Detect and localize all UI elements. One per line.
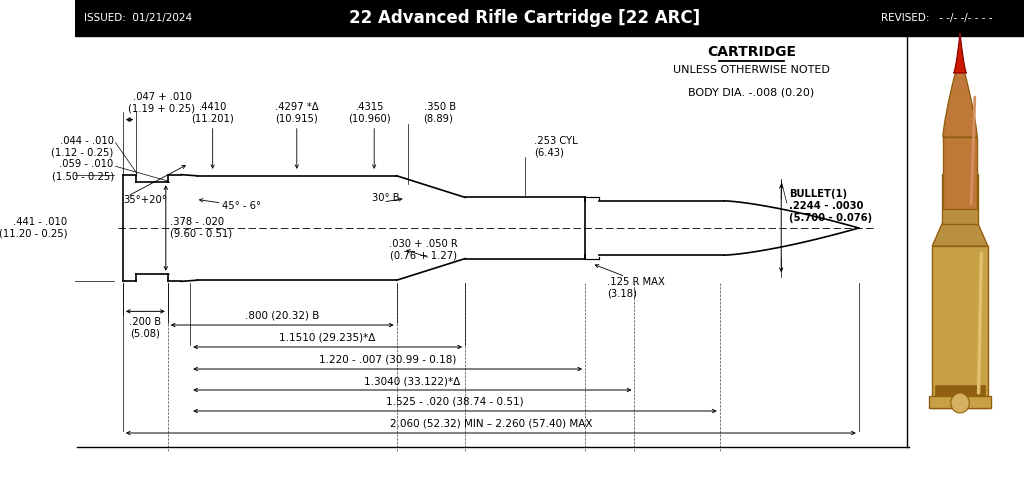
Text: .4297 *Δ
(10.915): .4297 *Δ (10.915) (275, 102, 318, 124)
Text: UNLESS OTHERWISE NOTED: UNLESS OTHERWISE NOTED (673, 65, 829, 75)
Text: REVISED:   - -/- -/- - - -: REVISED: - -/- -/- - - - (881, 13, 992, 23)
Text: .044 - .010
(1.12 - 0.25): .044 - .010 (1.12 - 0.25) (51, 136, 114, 157)
Text: 30° B: 30° B (372, 193, 399, 203)
Polygon shape (943, 55, 977, 137)
Text: .4410
(11.201): .4410 (11.201) (191, 102, 234, 124)
Text: .800 (20.32) B: .800 (20.32) B (245, 311, 319, 321)
Text: 1.1510 (29.235)*Δ: 1.1510 (29.235)*Δ (280, 333, 376, 343)
Text: .441 - .010
(11.20 - 0.25): .441 - .010 (11.20 - 0.25) (0, 217, 68, 239)
Bar (930, 396, 990, 408)
Text: BULLET(1)
.2244 - .0030
(5.700 - 0.076): BULLET(1) .2244 - .0030 (5.700 - 0.076) (788, 189, 871, 223)
Text: CARTRIDGE: CARTRIDGE (707, 45, 796, 59)
Text: 45° - 6°: 45° - 6° (221, 201, 261, 211)
Circle shape (950, 393, 970, 413)
Text: 2.060 (52.32) MIN – 2.260 (57.40) MAX: 2.060 (52.32) MIN – 2.260 (57.40) MAX (389, 419, 592, 429)
Text: .059 - .010
(1.50 - 0.25): .059 - .010 (1.50 - 0.25) (51, 159, 114, 181)
Polygon shape (932, 224, 988, 246)
Text: BODY DIA. -.008 (0.20): BODY DIA. -.008 (0.20) (688, 87, 814, 97)
Text: .030 + .050 R
(0.76 + 1.27): .030 + .050 R (0.76 + 1.27) (389, 239, 458, 261)
Bar (935, 385, 985, 398)
Text: .125 R MAX
(3.18): .125 R MAX (3.18) (607, 277, 666, 298)
Text: .253 CYL
(6.43): .253 CYL (6.43) (535, 136, 578, 157)
Bar (942, 174, 978, 224)
Text: .200 B
(5.08): .200 B (5.08) (129, 317, 162, 339)
Text: 35°+20°: 35°+20° (124, 195, 168, 205)
Bar (943, 137, 977, 209)
Text: 1.3040 (33.122)*Δ: 1.3040 (33.122)*Δ (365, 376, 461, 386)
Text: .378 - .020
(9.60 - 0.51): .378 - .020 (9.60 - 0.51) (170, 217, 232, 239)
Text: 1.525 - .020 (38.74 - 0.51): 1.525 - .020 (38.74 - 0.51) (386, 397, 523, 407)
Polygon shape (953, 33, 967, 73)
Bar (932, 246, 988, 408)
Text: .4315
(10.960): .4315 (10.960) (348, 102, 391, 124)
Bar (75, 0, 1024, 36)
Text: .047 + .010
(1.19 + 0.25): .047 + .010 (1.19 + 0.25) (128, 92, 196, 114)
Text: 22 Advanced Rifle Cartridge [22 ARC]: 22 Advanced Rifle Cartridge [22 ARC] (349, 9, 699, 27)
Text: .350 B
(8.89): .350 B (8.89) (424, 102, 456, 124)
Text: 1.220 - .007 (30.99 - 0.18): 1.220 - .007 (30.99 - 0.18) (318, 355, 457, 365)
Text: ISSUED:  01/21/2024: ISSUED: 01/21/2024 (84, 13, 193, 23)
